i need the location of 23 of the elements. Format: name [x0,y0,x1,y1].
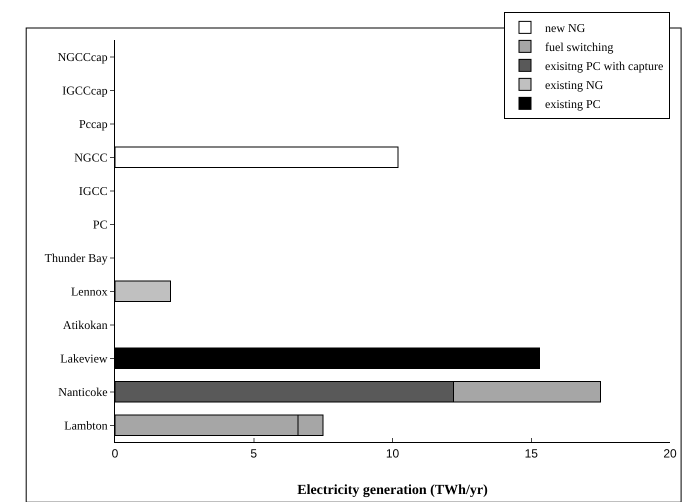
y-tick-label: Thunder Bay [44,250,108,265]
x-tick-label: 5 [250,446,258,460]
y-tick-label: Atikokan [62,318,108,332]
y-tick-label: Nanticoke [58,384,108,399]
x-tick-label: 0 [112,446,119,460]
legend-label: existing NG [545,78,604,92]
x-tick-label: 20 [663,446,677,460]
legend-label: new NG [545,21,586,36]
x-tick-label: 15 [524,446,538,460]
y-tick-label: Pccap [78,116,108,131]
x-tick-label: 10 [386,446,400,460]
y-tick-label: NGCCcap [58,50,108,64]
legend-label: exisitng PC with capture [545,59,664,74]
y-tick-label: Lennox [70,284,108,298]
y-tick-label: IGCC [78,184,108,198]
legend-label: fuel switching [545,40,614,54]
y-tick-label: NGCC [74,150,108,164]
legend-label: existing PC [545,97,601,112]
y-tick-label: Lakeview [60,351,108,366]
x-axis-title: Electricity generation (TWh/yr) [297,483,488,498]
y-tick-label: Lambton [64,418,108,432]
y-tick-label: PC [92,217,108,232]
y-tick-label: IGCCcap [62,83,108,98]
